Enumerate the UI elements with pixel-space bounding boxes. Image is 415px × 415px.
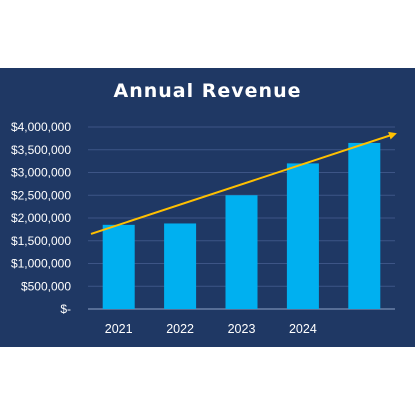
bar [102, 224, 135, 309]
bar [286, 163, 319, 309]
y-tick-label: $4,000,000 [11, 120, 71, 134]
chart-title: Annual Revenue [113, 80, 302, 102]
y-tick-label: $1,500,000 [11, 234, 71, 248]
bar [225, 195, 258, 309]
bar [348, 142, 381, 309]
y-tick-label: $2,000,000 [11, 211, 71, 225]
x-category-label: 2021 [105, 322, 133, 336]
y-tick-label: $2,500,000 [11, 188, 71, 202]
y-tick-label: $- [60, 302, 71, 316]
x-category-label: 2023 [228, 322, 256, 336]
y-tick-label: $500,000 [21, 279, 71, 293]
bar [164, 223, 197, 309]
chart-background [0, 68, 415, 347]
trend-arrow [90, 131, 397, 235]
x-category-label: 2024 [289, 322, 317, 336]
y-tick-label: $3,500,000 [11, 143, 71, 157]
x-category-label: 2022 [166, 322, 194, 336]
y-tick-label: $3,000,000 [11, 166, 71, 180]
y-tick-label: $1,000,000 [11, 257, 71, 271]
